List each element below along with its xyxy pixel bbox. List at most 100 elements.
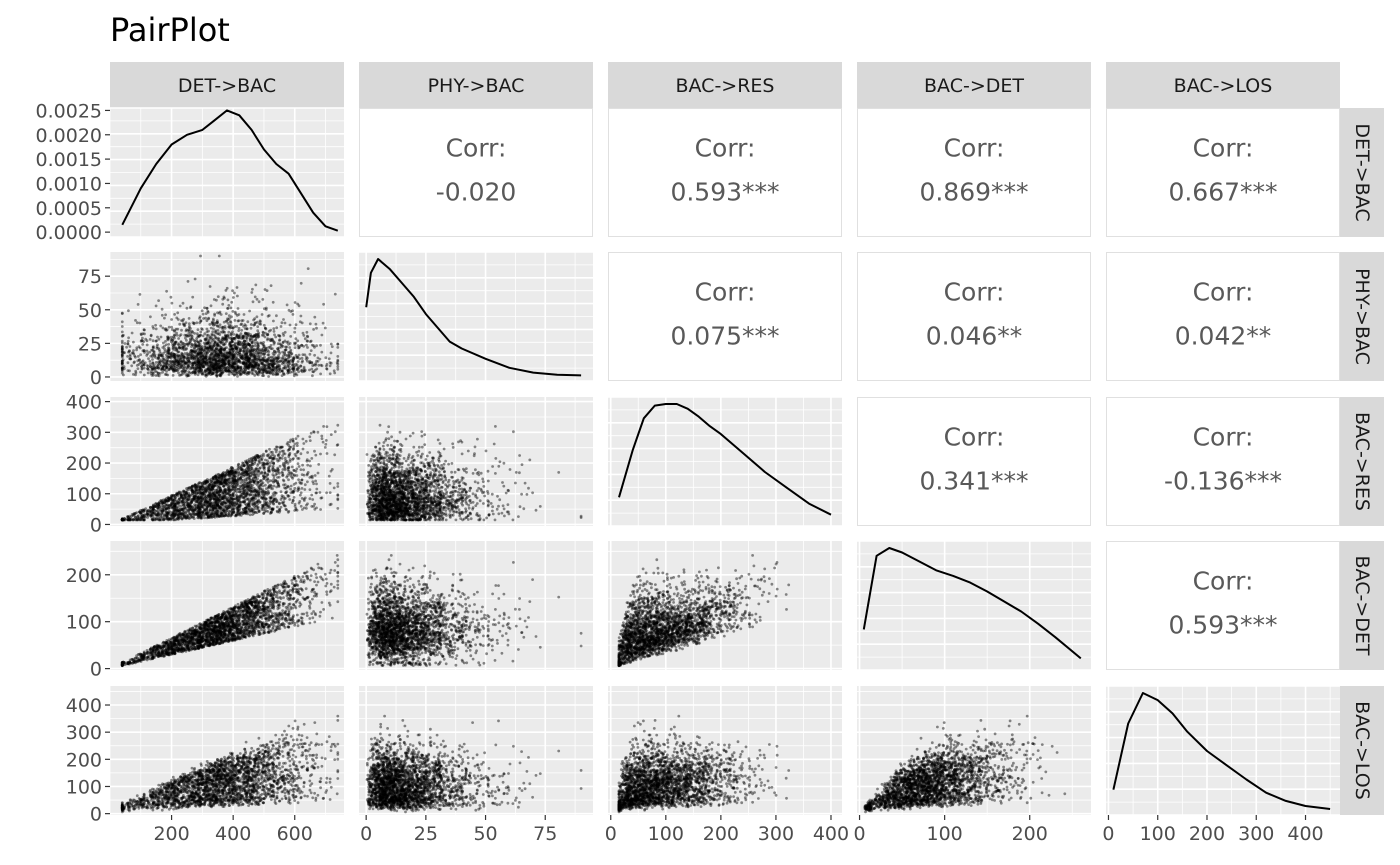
scatter-point (192, 322, 196, 326)
scatter-point (207, 495, 210, 498)
scatter-point (286, 369, 290, 372)
density-panel-bac-det (857, 540, 1091, 671)
scatter-point (120, 361, 124, 365)
scatter-point (314, 322, 318, 326)
scatter-point (278, 456, 282, 460)
scatter-point (128, 353, 132, 357)
scatter-point (173, 353, 176, 356)
scatter-point (301, 447, 305, 451)
scatter-point (269, 361, 273, 365)
scatter-point (325, 367, 329, 371)
scatter-point (219, 346, 223, 349)
scatter-point (126, 355, 129, 358)
scatter-point (299, 504, 303, 508)
scatter-point (206, 333, 210, 337)
scatter-point (281, 501, 285, 505)
scatter-point (132, 373, 135, 376)
scatter-point (268, 502, 272, 506)
scatter-point (182, 346, 186, 350)
scatter-point (309, 340, 312, 344)
scatter-point (302, 442, 306, 445)
scatter-point (197, 343, 201, 347)
row-strip-label: BAC->RES (1351, 412, 1373, 511)
scatter-point (255, 315, 259, 319)
scatter-point (217, 359, 221, 363)
scatter-point (205, 347, 209, 350)
scatter-point (200, 363, 204, 367)
scatter-point (198, 507, 202, 510)
scatter-point (132, 340, 135, 344)
scatter-point (292, 457, 295, 460)
scatter-point (151, 358, 154, 361)
scatter-point (245, 327, 249, 331)
scatter-point (172, 367, 176, 371)
scatter-point (305, 330, 309, 334)
scatter-point (216, 324, 220, 328)
scatter-point (194, 364, 198, 368)
scatter-point (316, 471, 320, 475)
scatter-point (263, 352, 266, 356)
scatter-point (313, 474, 317, 477)
scatter-point (246, 488, 250, 492)
scatter-point (158, 372, 162, 375)
scatter-point (120, 351, 124, 354)
scatter-point (253, 295, 257, 299)
scatter-point (225, 339, 229, 342)
scatter-point (257, 300, 261, 304)
scatter-point (258, 319, 262, 323)
scatter-point (138, 321, 142, 325)
scatter-point (240, 328, 244, 332)
scatter-point (187, 358, 191, 362)
scatter-point (266, 338, 269, 342)
panel-border (1106, 397, 1340, 526)
scatter-point (270, 338, 274, 341)
scatter-point (260, 508, 264, 511)
scatter-point (248, 513, 252, 517)
scatter-point (176, 517, 180, 520)
scatter-point (292, 496, 296, 499)
scatter-point (308, 352, 312, 356)
scatter-point (232, 507, 236, 511)
scatter-point (187, 317, 191, 320)
scatter-point (314, 363, 317, 367)
scatter-point (327, 357, 331, 361)
scatter-point (240, 463, 244, 467)
scatter-point (254, 362, 258, 366)
scatter-point (253, 475, 256, 479)
scatter-point (313, 449, 316, 453)
scatter-point (212, 327, 215, 331)
scatter-point (142, 366, 146, 370)
scatter-point (281, 340, 285, 344)
scatter-point (336, 423, 340, 427)
column-strip-label: BAC->RES (675, 75, 774, 97)
scatter-point (186, 355, 190, 358)
scatter-point (311, 498, 315, 501)
scatter-point (132, 349, 135, 352)
scatter-point (268, 369, 271, 372)
scatter-point (280, 321, 284, 325)
scatter-point (293, 372, 296, 376)
corr-value: 0.593*** (670, 178, 779, 207)
scatter-point (288, 323, 292, 327)
scatter-point (241, 480, 245, 484)
scatter-point (268, 356, 271, 359)
scatter-point (336, 498, 340, 502)
scatter-point (285, 460, 289, 463)
scatter-point (310, 343, 314, 347)
column-strip-label: DET->BAC (178, 75, 276, 97)
scatter-point (164, 313, 168, 317)
scatter-point (180, 351, 184, 355)
scatter-point (262, 333, 265, 337)
scatter-point (175, 316, 179, 320)
scatter-point (303, 483, 307, 487)
scatter-point (278, 502, 281, 506)
scatter-point (262, 374, 265, 377)
scatter-point (234, 347, 238, 350)
scatter-point (233, 319, 237, 322)
scatter-point (249, 464, 252, 467)
scatter-point (236, 375, 239, 378)
scatter-point (120, 341, 124, 345)
scatter-point (280, 374, 284, 377)
scatter-point (296, 462, 300, 465)
